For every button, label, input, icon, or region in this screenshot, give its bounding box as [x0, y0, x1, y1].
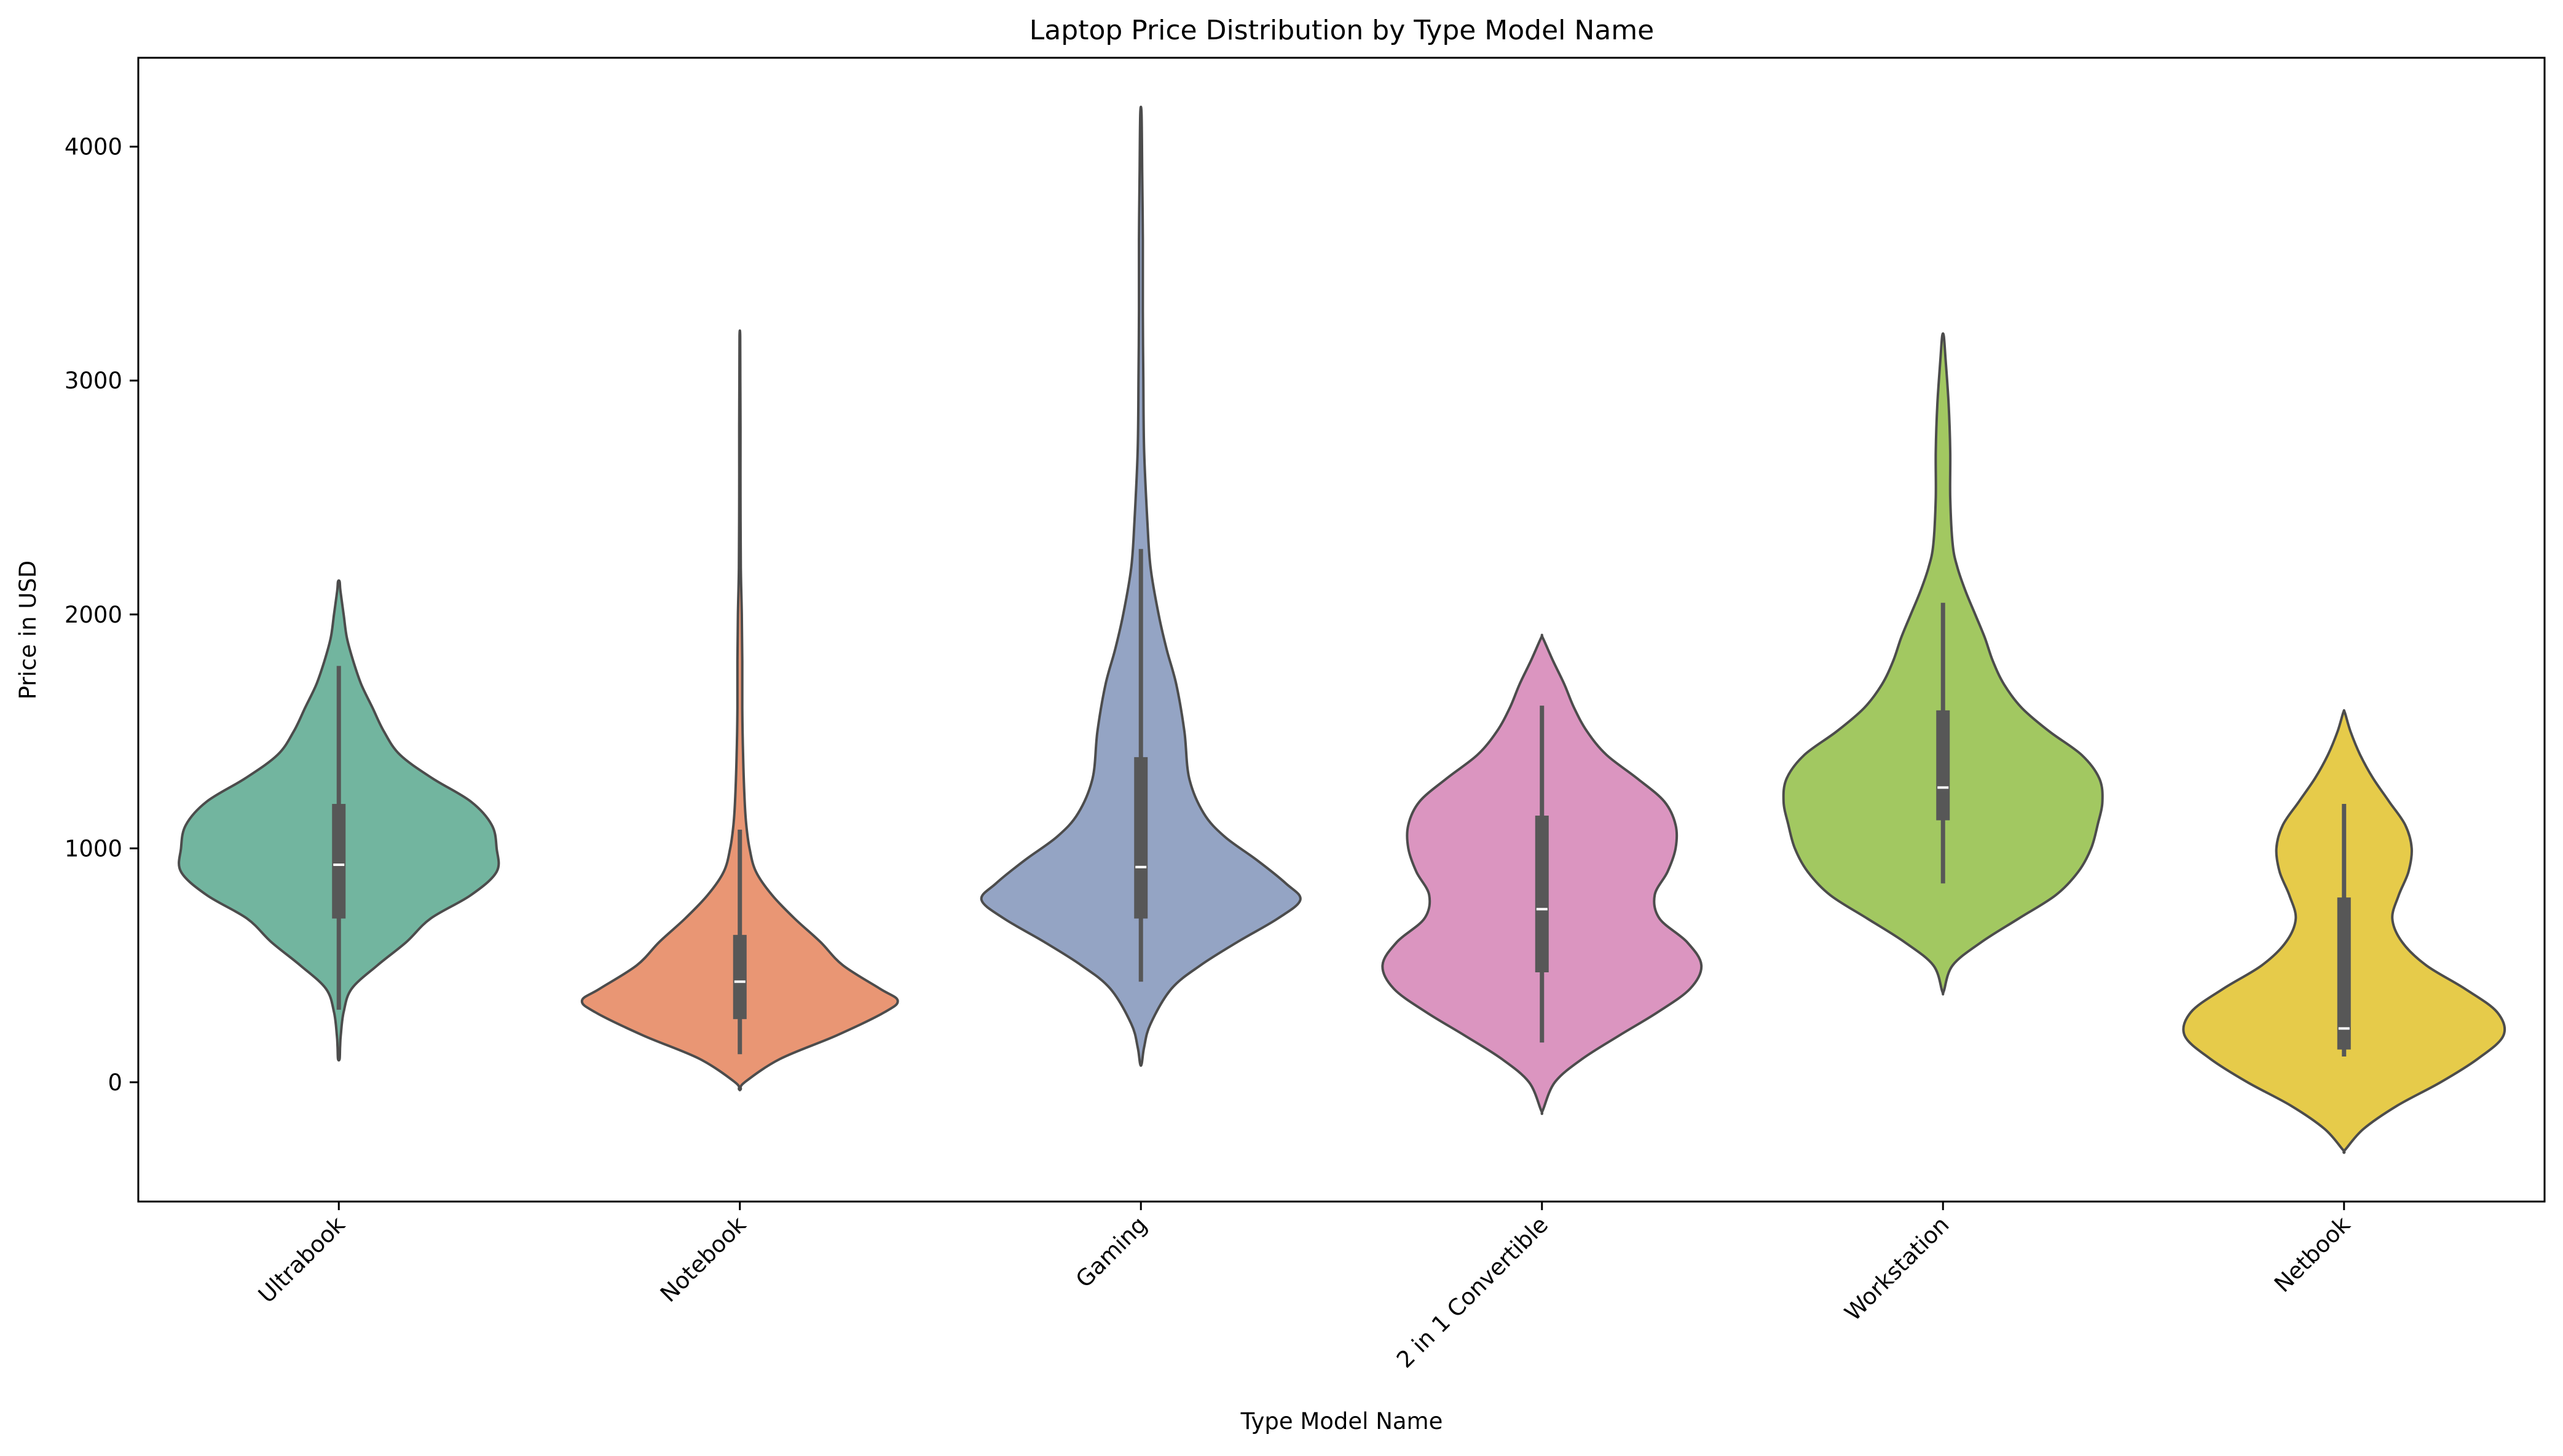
x-axis-label: Type Model Name [1240, 1408, 1443, 1434]
y-tick-label: 3000 [65, 368, 122, 394]
violins-layer [178, 105, 2506, 1154]
plot-frame [137, 57, 2546, 1203]
violin-iqr-box [332, 804, 346, 919]
violin-group [580, 329, 899, 1092]
violin-iqr-box [733, 935, 747, 1020]
violin-group [178, 579, 500, 1062]
y-tick-label: 0 [108, 1069, 122, 1096]
y-axis-label: Price in USD [15, 561, 41, 700]
violin-iqr-box [1535, 816, 1549, 973]
y-axis: 0 1000 2000 3000 4000 [65, 134, 138, 1096]
y-tick-label: 2000 [65, 602, 122, 628]
y-tick-label: 4000 [65, 134, 122, 160]
violin-iqr-box [2337, 897, 2351, 1050]
y-tick-label: 1000 [65, 835, 122, 862]
violin-group [1381, 634, 1703, 1116]
violin-group [2182, 709, 2506, 1154]
violin-iqr-box [1936, 710, 1950, 820]
violin-group [1782, 332, 2104, 996]
violin-iqr-box [1134, 757, 1148, 919]
chart-title: Laptop Price Distribution by Type Model … [1030, 15, 1654, 46]
violin-group [980, 105, 1302, 1067]
violin-body [580, 329, 899, 1092]
